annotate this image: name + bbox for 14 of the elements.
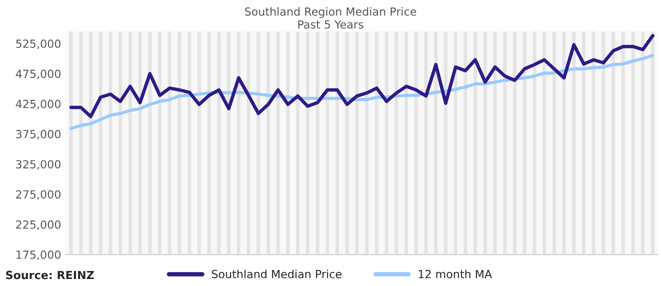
y-tick-label: 225,000	[16, 220, 60, 230]
y-tick-label: 475,000	[16, 70, 60, 80]
legend-label: Southland Median Price	[212, 270, 342, 278]
y-tick-label: 275,000	[16, 190, 60, 200]
line-series	[69, 34, 654, 118]
y-tick-label: 325,000	[16, 160, 60, 170]
chart-title: Southland Region Median Price	[245, 7, 416, 18]
chart-subtitle: Past 5 Years	[298, 20, 364, 29]
source-note: Source: REINZ	[6, 270, 94, 280]
y-tick-label: 425,000	[16, 100, 60, 110]
y-tick-label: 175,000	[16, 250, 60, 260]
legend-label: 12 month MA	[418, 270, 492, 278]
y-tick-label: 525,000	[16, 39, 60, 50]
y-tick-label: 375,000	[16, 130, 60, 140]
